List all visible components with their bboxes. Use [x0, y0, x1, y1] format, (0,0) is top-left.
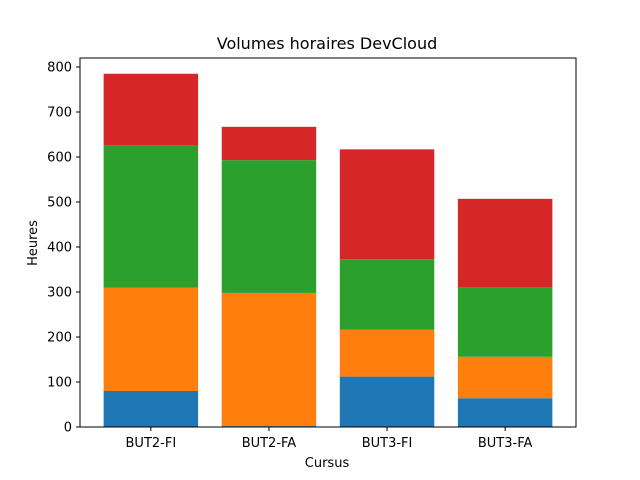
y-tick-label: 300: [47, 286, 72, 301]
bar-but3-fa-segment-4: [457, 198, 553, 288]
x-tick-label: BUT3-FA: [478, 436, 533, 451]
y-tick-label: 700: [47, 106, 72, 121]
bar-but3-fi-segment-4: [339, 149, 435, 260]
y-tick-label: 0: [64, 421, 72, 436]
x-axis-label: Cursus: [305, 456, 350, 471]
bar-but3-fi-segment-2: [339, 329, 435, 377]
bars-group: [103, 73, 553, 427]
bar-but3-fi-segment-1: [339, 376, 435, 427]
bar-but2-fi-segment-3: [103, 145, 199, 288]
chart-title: Volumes horaires DevCloud: [217, 34, 438, 53]
plot-frame: [79, 57, 577, 428]
bar-but2-fi-segment-1: [103, 391, 199, 427]
y-tick-label: 500: [47, 196, 72, 211]
y-tick-label: 100: [47, 376, 72, 391]
x-axis: BUT2-FI BUT2-FA BUT3-FI BUT3-FA: [126, 427, 533, 451]
x-tick-label: BUT2-FI: [126, 436, 177, 451]
bar-but2-fi-segment-4: [103, 73, 199, 146]
y-axis: 0 100 200 300 400 500 600 700 800: [47, 61, 80, 436]
x-tick-label: BUT2-FA: [242, 436, 297, 451]
y-tick-label: 200: [47, 331, 72, 346]
bar-but3-fi-segment-3: [339, 259, 435, 330]
bar-but3-fa-segment-3: [457, 287, 553, 357]
bar-but2-fa-segment-3: [221, 160, 317, 293]
bar-but2-fa-segment-2: [221, 292, 317, 427]
x-tick-label: BUT3-FI: [362, 436, 413, 451]
bar-but3-fa-segment-1: [457, 398, 553, 427]
y-axis-label: Heures: [26, 220, 41, 266]
bar-but3-fa-segment-2: [457, 356, 553, 399]
y-tick-label: 600: [47, 151, 72, 166]
y-tick-label: 800: [47, 61, 72, 76]
bar-but2-fi-segment-2: [103, 287, 199, 391]
bar-but2-fa-segment-4: [221, 126, 317, 161]
y-tick-label: 400: [47, 241, 72, 256]
